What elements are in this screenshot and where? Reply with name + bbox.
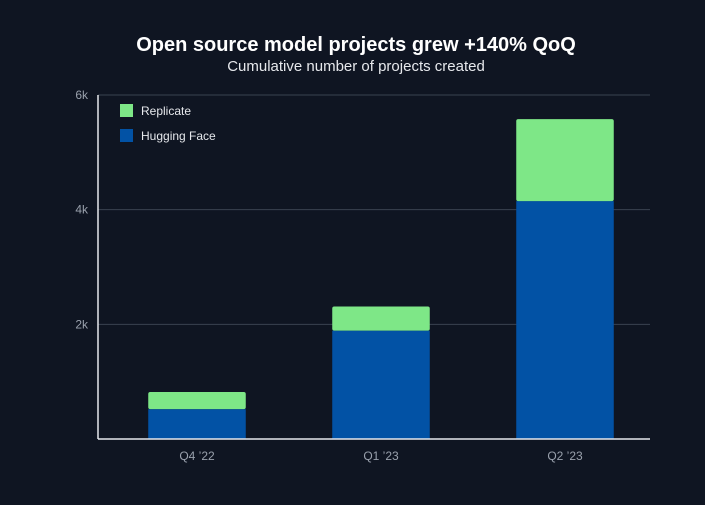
legend-label: Hugging Face (141, 129, 216, 143)
legend-label: Replicate (141, 104, 191, 118)
bar-hugging-face (332, 330, 430, 439)
legend-swatch (120, 129, 133, 142)
legend-swatch (120, 104, 133, 117)
y-axis-ticks: 2k 4k 6k (75, 88, 89, 331)
chart-subtitle: Cumulative number of projects created (227, 58, 485, 75)
x-tick-label: Q2 ’23 (547, 449, 583, 463)
x-tick-label: Q1 ’23 (363, 449, 399, 463)
legend: Replicate Hugging Face (120, 104, 216, 143)
bar-hugging-face (516, 201, 614, 439)
bar-replicate (148, 391, 246, 410)
bar-hugging-face (148, 409, 246, 439)
bar-replicate (332, 306, 430, 331)
chart-title: Open source model projects grew +140% Qo… (136, 34, 576, 56)
x-tick-label: Q4 ’22 (179, 449, 215, 463)
y-tick-label: 2k (75, 317, 89, 331)
y-tick-label: 4k (75, 203, 89, 217)
bars (148, 119, 614, 439)
y-tick-label: 6k (75, 88, 89, 102)
bar-replicate (516, 119, 614, 202)
x-axis-ticks: Q4 ’22 Q1 ’23 Q2 ’23 (179, 449, 583, 463)
